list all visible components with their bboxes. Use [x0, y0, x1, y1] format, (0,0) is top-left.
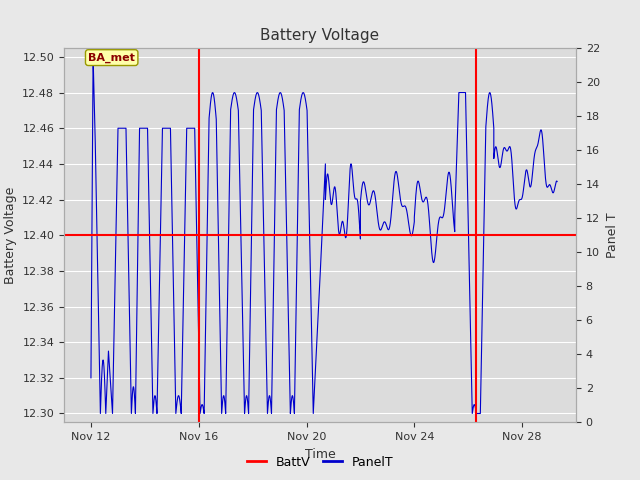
- Title: Battery Voltage: Battery Voltage: [260, 28, 380, 43]
- Legend: BattV, PanelT: BattV, PanelT: [242, 451, 398, 474]
- Text: BA_met: BA_met: [88, 52, 135, 63]
- Y-axis label: Battery Voltage: Battery Voltage: [4, 187, 17, 284]
- Y-axis label: Panel T: Panel T: [605, 212, 618, 258]
- X-axis label: Time: Time: [305, 448, 335, 461]
